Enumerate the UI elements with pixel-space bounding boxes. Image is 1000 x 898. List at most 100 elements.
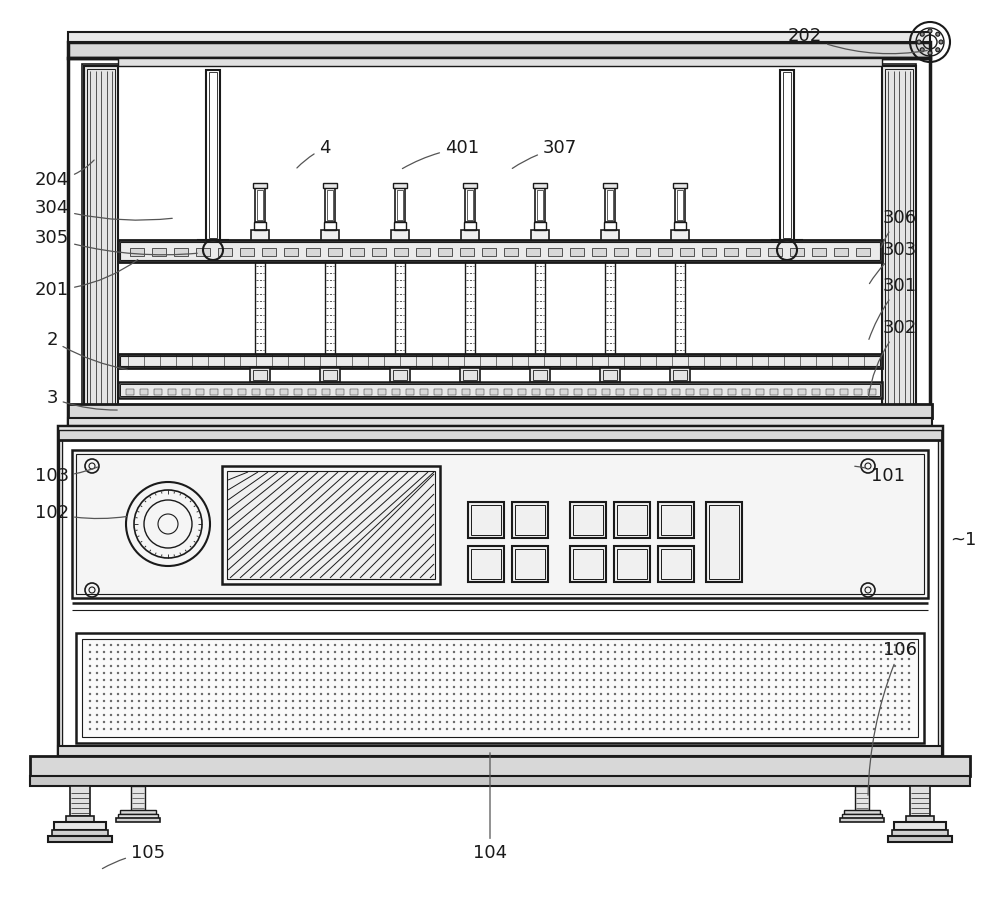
Circle shape <box>607 721 609 723</box>
Circle shape <box>859 651 861 653</box>
Circle shape <box>502 672 504 674</box>
Circle shape <box>712 672 714 674</box>
Circle shape <box>418 707 420 709</box>
Circle shape <box>593 644 595 647</box>
Bar <box>395 188 405 222</box>
Circle shape <box>831 651 833 653</box>
Circle shape <box>229 721 231 723</box>
Circle shape <box>614 658 616 660</box>
Circle shape <box>313 644 315 647</box>
Circle shape <box>880 679 882 682</box>
Circle shape <box>621 707 623 709</box>
Circle shape <box>635 644 637 647</box>
Circle shape <box>684 658 686 660</box>
Text: 306: 306 <box>881 209 917 248</box>
Circle shape <box>831 679 833 682</box>
Circle shape <box>817 644 819 647</box>
Circle shape <box>327 686 329 688</box>
Circle shape <box>719 714 721 717</box>
Circle shape <box>145 700 147 702</box>
Circle shape <box>411 672 413 674</box>
Bar <box>465 188 475 222</box>
Bar <box>530 368 550 382</box>
Circle shape <box>698 672 700 674</box>
Circle shape <box>460 644 462 647</box>
Circle shape <box>670 721 672 723</box>
Circle shape <box>705 686 707 688</box>
Circle shape <box>712 692 714 695</box>
Circle shape <box>159 679 161 682</box>
Circle shape <box>887 700 889 702</box>
Circle shape <box>124 679 126 682</box>
Circle shape <box>257 658 259 660</box>
Bar <box>570 248 584 256</box>
Circle shape <box>537 672 539 674</box>
Circle shape <box>418 644 420 647</box>
Circle shape <box>572 692 574 695</box>
Circle shape <box>796 672 798 674</box>
Circle shape <box>740 714 742 717</box>
Circle shape <box>110 665 112 667</box>
Circle shape <box>663 665 665 667</box>
Circle shape <box>614 679 616 682</box>
Circle shape <box>152 644 154 647</box>
Bar <box>324 222 336 230</box>
Circle shape <box>96 644 98 647</box>
Circle shape <box>313 727 315 730</box>
Circle shape <box>418 700 420 702</box>
Circle shape <box>208 721 210 723</box>
Circle shape <box>460 686 462 688</box>
Circle shape <box>558 707 560 709</box>
Bar <box>336 389 344 395</box>
Circle shape <box>117 672 119 674</box>
Circle shape <box>180 692 182 695</box>
Circle shape <box>369 651 371 653</box>
Circle shape <box>579 692 581 695</box>
Circle shape <box>684 686 686 688</box>
Circle shape <box>390 692 392 695</box>
Circle shape <box>845 672 847 674</box>
Circle shape <box>180 714 182 717</box>
Circle shape <box>642 692 644 695</box>
Circle shape <box>607 727 609 730</box>
Circle shape <box>96 707 98 709</box>
Bar <box>397 190 403 220</box>
Circle shape <box>628 679 630 682</box>
Circle shape <box>194 651 196 653</box>
Circle shape <box>453 721 455 723</box>
Circle shape <box>852 700 854 702</box>
Bar <box>87 69 115 409</box>
Circle shape <box>327 665 329 667</box>
Circle shape <box>173 714 175 717</box>
Circle shape <box>684 727 686 730</box>
Circle shape <box>775 686 777 688</box>
Circle shape <box>488 651 490 653</box>
Circle shape <box>271 679 273 682</box>
Circle shape <box>348 727 350 730</box>
Circle shape <box>397 714 399 717</box>
Circle shape <box>432 707 434 709</box>
Circle shape <box>586 651 588 653</box>
Circle shape <box>873 686 875 688</box>
Circle shape <box>817 714 819 717</box>
Circle shape <box>166 651 168 653</box>
Circle shape <box>600 707 602 709</box>
Circle shape <box>782 714 784 717</box>
Circle shape <box>124 692 126 695</box>
Circle shape <box>523 644 525 647</box>
Circle shape <box>768 721 770 723</box>
Circle shape <box>768 692 770 695</box>
Circle shape <box>131 658 133 660</box>
Circle shape <box>607 686 609 688</box>
Circle shape <box>341 651 343 653</box>
Circle shape <box>376 679 378 682</box>
Circle shape <box>740 679 742 682</box>
Circle shape <box>873 707 875 709</box>
Circle shape <box>425 651 427 653</box>
Circle shape <box>768 707 770 709</box>
Circle shape <box>341 692 343 695</box>
Circle shape <box>859 692 861 695</box>
Circle shape <box>369 692 371 695</box>
Circle shape <box>285 644 287 647</box>
Circle shape <box>341 672 343 674</box>
